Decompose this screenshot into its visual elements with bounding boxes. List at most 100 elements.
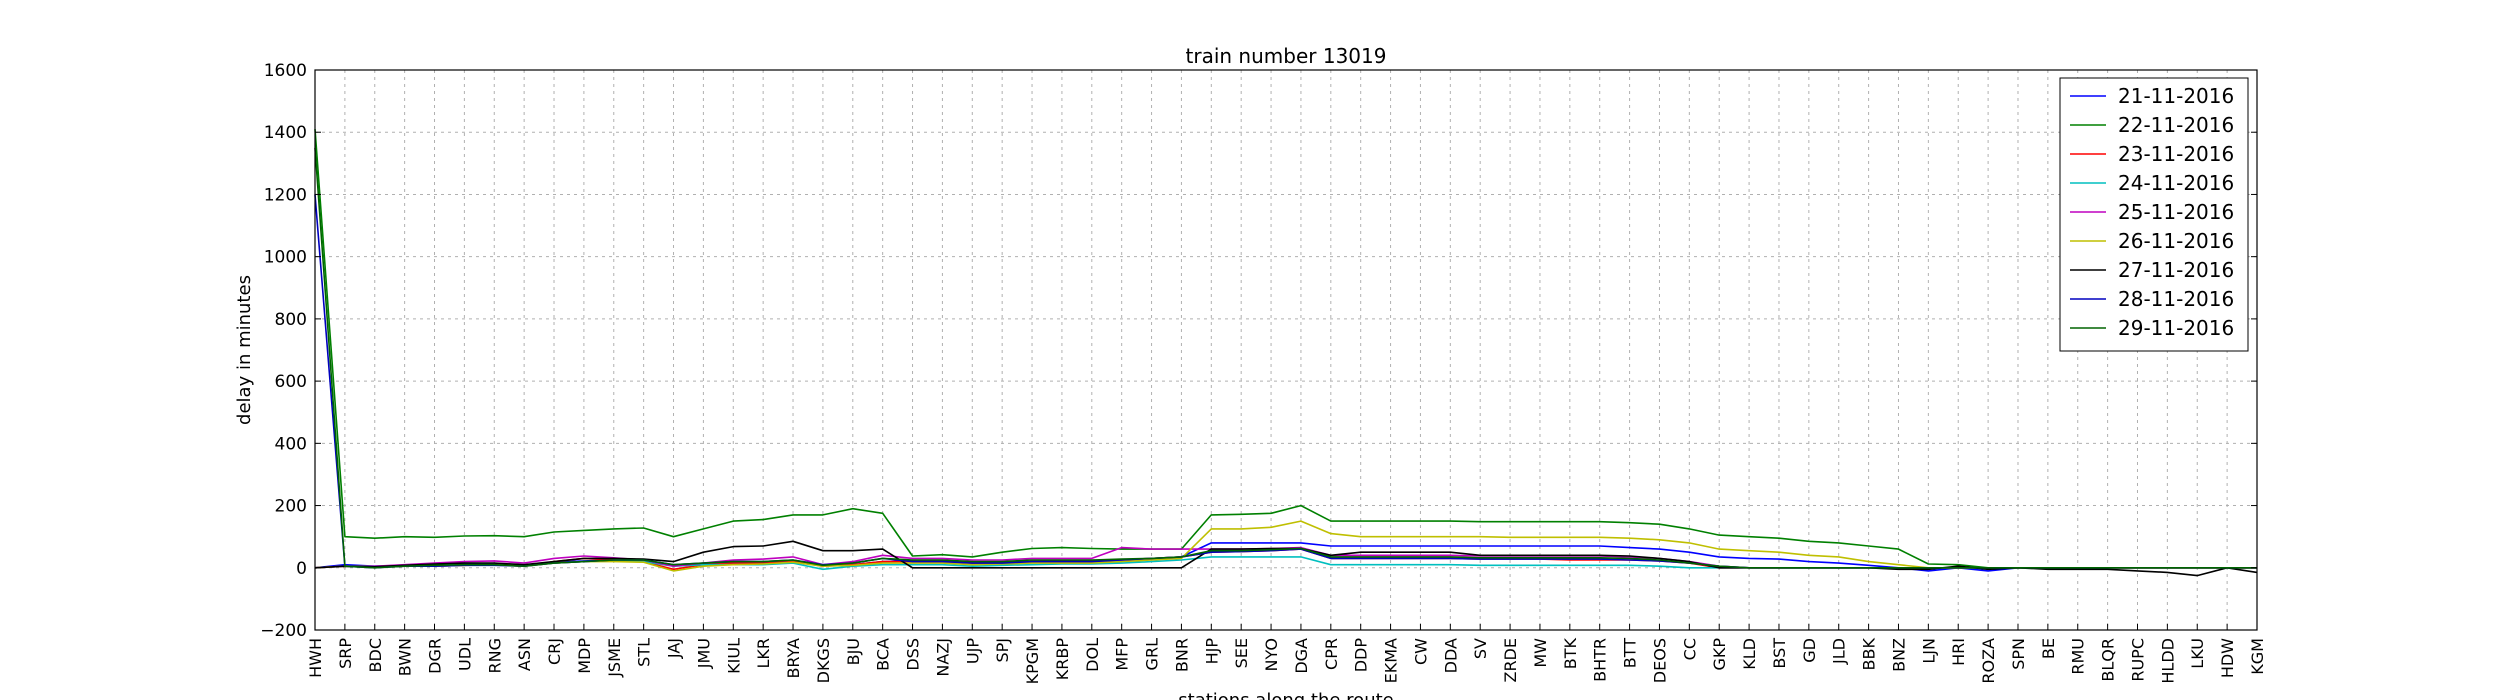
chart-title: train number 13019 [1186, 44, 1387, 68]
legend-label: 22-11-2016 [2118, 113, 2234, 137]
x-tick-label: HJP [1202, 638, 1221, 665]
y-tick-label: 1400 [264, 123, 307, 143]
x-tick-label: CC [1680, 638, 1699, 660]
x-tick-label: BNZ [1889, 638, 1908, 672]
x-tick-label: MFP [1113, 638, 1132, 671]
legend-label: 25-11-2016 [2118, 200, 2234, 224]
x-tick-label: RMU [2069, 638, 2088, 675]
y-axis-ticks: −200 0 200 400 600 800 1000 1200 1400 1600 [260, 61, 2257, 641]
legend-label: 29-11-2016 [2118, 316, 2234, 340]
x-tick-label: NAZJ [933, 638, 952, 677]
x-tick-label: HLDD [2158, 638, 2177, 684]
x-tick-label: BRYA [784, 638, 803, 679]
x-tick-label: JAJ [665, 638, 684, 659]
legend-label: 26-11-2016 [2118, 229, 2234, 253]
x-tick-label: JSME [605, 638, 624, 678]
y-tick-label: 800 [275, 310, 307, 330]
x-tick-label: BDC [366, 638, 385, 672]
x-tick-label: STL [635, 638, 654, 667]
x-tick-label: DDA [1441, 638, 1460, 673]
x-tick-label: CW [1411, 638, 1430, 665]
x-tick-label: SPN [2009, 638, 2028, 670]
grid [315, 69, 2257, 631]
x-tick-label: SPJ [993, 638, 1012, 663]
x-tick-label: ZRDE [1501, 638, 1520, 683]
x-tick-label: BCA [874, 638, 893, 671]
x-tick-label: SEE [1232, 638, 1251, 668]
x-tick-label: LKU [2188, 638, 2207, 669]
x-tick-label: KGM [2248, 638, 2267, 675]
series-line-22-11-2016 [314, 129, 2257, 569]
y-tick-label: −200 [260, 621, 307, 641]
x-axis-ticks: HWH SRP BDC BWN DGR UDL RNG ASN CRJ MDP JSME STL JAJ… [306, 624, 2267, 684]
x-tick-label: DDP [1352, 638, 1371, 673]
x-tick-label: HRI [1949, 638, 1968, 666]
legend-box [2059, 77, 2249, 352]
x-tick-label: GRL [1143, 638, 1162, 671]
legend-label: 21-11-2016 [2118, 84, 2234, 108]
x-tick-label: ASN [515, 638, 534, 671]
x-tick-label: BTT [1621, 638, 1640, 668]
x-tick-label: KPGM [1023, 638, 1042, 684]
x-tick-label: DGR [426, 638, 445, 674]
x-tick-label: DGA [1292, 638, 1311, 674]
x-tick-label: LJN [1919, 638, 1938, 664]
y-axis-label: delay in minutes [234, 275, 255, 425]
x-tick-label: BWN [396, 638, 415, 676]
y-tick-label: 0 [296, 559, 307, 579]
x-tick-label: MDP [575, 638, 594, 674]
x-tick-label: BST [1770, 638, 1789, 669]
x-tick-label: KIUL [724, 638, 743, 674]
legend: 21-11-2016 22-11-2016 23-11-2016 24-11-2016… [2059, 77, 2249, 352]
x-tick-label: CRJ [545, 638, 564, 665]
x-tick-label: DSS [904, 638, 923, 671]
x-tick-label: BTK [1561, 638, 1580, 670]
x-axis-label: stations along the route [1178, 690, 1393, 700]
series-line-27-11-2016 [314, 540, 2258, 577]
x-tick-label: BE [2039, 638, 2058, 659]
x-tick-label: RNG [485, 638, 504, 673]
x-tick-label: EKMA [1382, 638, 1401, 683]
legend-label: 24-11-2016 [2118, 171, 2234, 195]
x-tick-label: GD [1800, 638, 1819, 663]
x-tick-label: LKR [754, 638, 773, 669]
legend-label: 28-11-2016 [2118, 287, 2234, 311]
y-tick-label: 400 [275, 434, 307, 454]
x-tick-label: DKGS [814, 638, 833, 683]
y-tick-label: 600 [275, 372, 307, 392]
x-tick-label: CPR [1322, 638, 1341, 670]
x-tick-label: HDW [2218, 638, 2237, 678]
x-tick-label: DOL [1083, 638, 1102, 672]
x-tick-label: KRBP [1053, 638, 1072, 681]
x-tick-label: JMU [694, 638, 713, 669]
x-tick-label: BLQR [2099, 638, 2118, 682]
x-tick-label: DEOS [1650, 638, 1669, 683]
x-tick-label: HWH [306, 638, 325, 678]
y-tick-label: 1200 [264, 185, 307, 205]
legend-label: 27-11-2016 [2118, 258, 2234, 282]
series-lines [314, 129, 2258, 577]
x-tick-label: BJU [844, 638, 863, 665]
y-tick-label: 1000 [264, 248, 307, 268]
y-tick-label: 1600 [264, 61, 307, 81]
x-tick-label: BBK [1860, 638, 1879, 671]
x-tick-label: BNR [1172, 638, 1191, 672]
x-tick-label: RUPC [2128, 638, 2147, 682]
x-tick-label: SV [1471, 638, 1490, 659]
plot-frame [314, 69, 2258, 631]
y-tick-label: 200 [275, 497, 307, 517]
legend-label: 23-11-2016 [2118, 142, 2234, 166]
x-tick-label: KLD [1740, 638, 1759, 670]
x-tick-label: BHTR [1591, 638, 1610, 682]
x-tick-label: SRP [336, 638, 355, 669]
x-tick-label: UDL [455, 638, 474, 671]
x-tick-label: ROZA [1979, 638, 1998, 684]
x-tick-label: UJP [963, 638, 982, 664]
series-line-29-11-2016 [314, 147, 2257, 569]
x-tick-label: GKP [1710, 638, 1729, 671]
series-line-28-11-2016 [314, 194, 2257, 569]
x-tick-label: MW [1531, 638, 1550, 668]
x-tick-label: JLD [1830, 638, 1849, 665]
x-tick-label: NYO [1262, 638, 1281, 671]
